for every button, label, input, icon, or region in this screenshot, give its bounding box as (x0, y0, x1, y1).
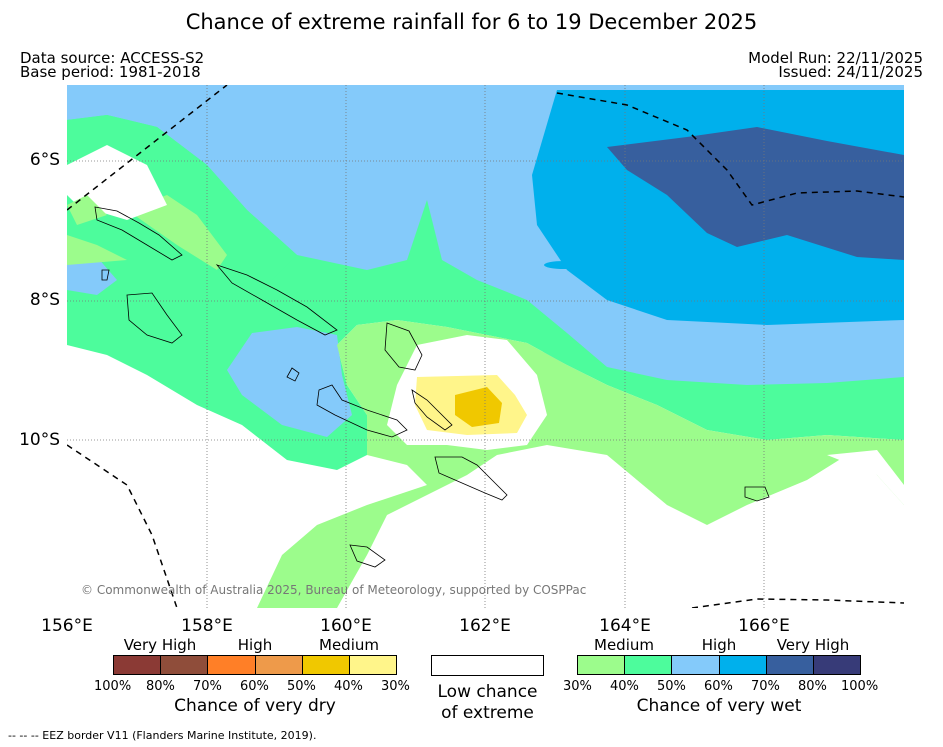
dry-swatch (208, 656, 256, 674)
data-source: Data source: ACCESS-S2 (20, 49, 205, 67)
dry-caption: Chance of very dry (174, 696, 336, 716)
wet-swatch (719, 656, 767, 674)
lon-label-166e: 166°E (738, 616, 790, 636)
dry-swatch (114, 656, 162, 674)
wet-tick: 70% (751, 679, 780, 694)
lon-label-162e: 162°E (459, 616, 511, 636)
map-copyright: © Commonwealth of Australia 2025, Bureau… (81, 583, 586, 597)
lon-label-164e: 164°E (599, 616, 651, 636)
wet-tick: 80% (798, 679, 827, 694)
dry-tick: 80% (146, 679, 175, 694)
low-chance-swatch (431, 655, 544, 676)
dry-tick: 30% (381, 679, 410, 694)
dry-swatch (161, 656, 209, 674)
dry-swatch (302, 656, 350, 674)
wet-swatch (813, 656, 861, 674)
low-chance-caption-2: of extreme (441, 703, 534, 723)
eez-footnote: -- -- -- EEZ border V11 (Flanders Marine… (8, 729, 317, 742)
lon-label-158e: 158°E (181, 616, 233, 636)
dry-cat-medium: Medium (319, 636, 379, 654)
rainfall-map: © Commonwealth of Australia 2025, Bureau… (67, 85, 904, 608)
low-chance-caption-1: Low chance (437, 682, 538, 702)
dry-cat-high: High (237, 636, 273, 654)
wet-swatch (766, 656, 814, 674)
dry-cat-very-high: Very High (123, 636, 197, 654)
wet-swatch (578, 656, 626, 674)
lat-label-8s: 8°S (29, 290, 60, 310)
wet-swatch (625, 656, 673, 674)
map-title: Chance of extreme rainfall for 6 to 19 D… (185, 10, 758, 34)
model-run: Model Run: 22/11/2025 (748, 49, 923, 67)
issued-date: Issued: 24/11/2025 (778, 63, 923, 81)
wet-tick: 30% (563, 679, 592, 694)
wet-cat-high: High (701, 636, 737, 654)
wet-tick: 40% (610, 679, 639, 694)
wet-colorbar (577, 655, 861, 675)
dry-swatch (349, 656, 397, 674)
wet-cat-medium: Medium (594, 636, 654, 654)
wet-cat-very-high: Very High (776, 636, 850, 654)
dry-swatch (255, 656, 303, 674)
lon-label-160e: 160°E (320, 616, 372, 636)
dry-tick: 40% (334, 679, 363, 694)
wet-swatch (672, 656, 720, 674)
wet-tick: 50% (657, 679, 686, 694)
lat-label-10s: 10°S (19, 430, 60, 450)
dry-tick: 50% (287, 679, 316, 694)
lon-label-156e: 156°E (41, 616, 93, 636)
wet-tick: 100% (841, 679, 879, 694)
dry-tick: 70% (193, 679, 222, 694)
dry-tick: 100% (94, 679, 132, 694)
wet-tick: 60% (704, 679, 733, 694)
wet-caption: Chance of very wet (636, 696, 802, 716)
lat-label-6s: 6°S (29, 150, 60, 170)
dry-tick: 60% (240, 679, 269, 694)
dry-colorbar (113, 655, 397, 675)
base-period: Base period: 1981-2018 (20, 63, 201, 81)
